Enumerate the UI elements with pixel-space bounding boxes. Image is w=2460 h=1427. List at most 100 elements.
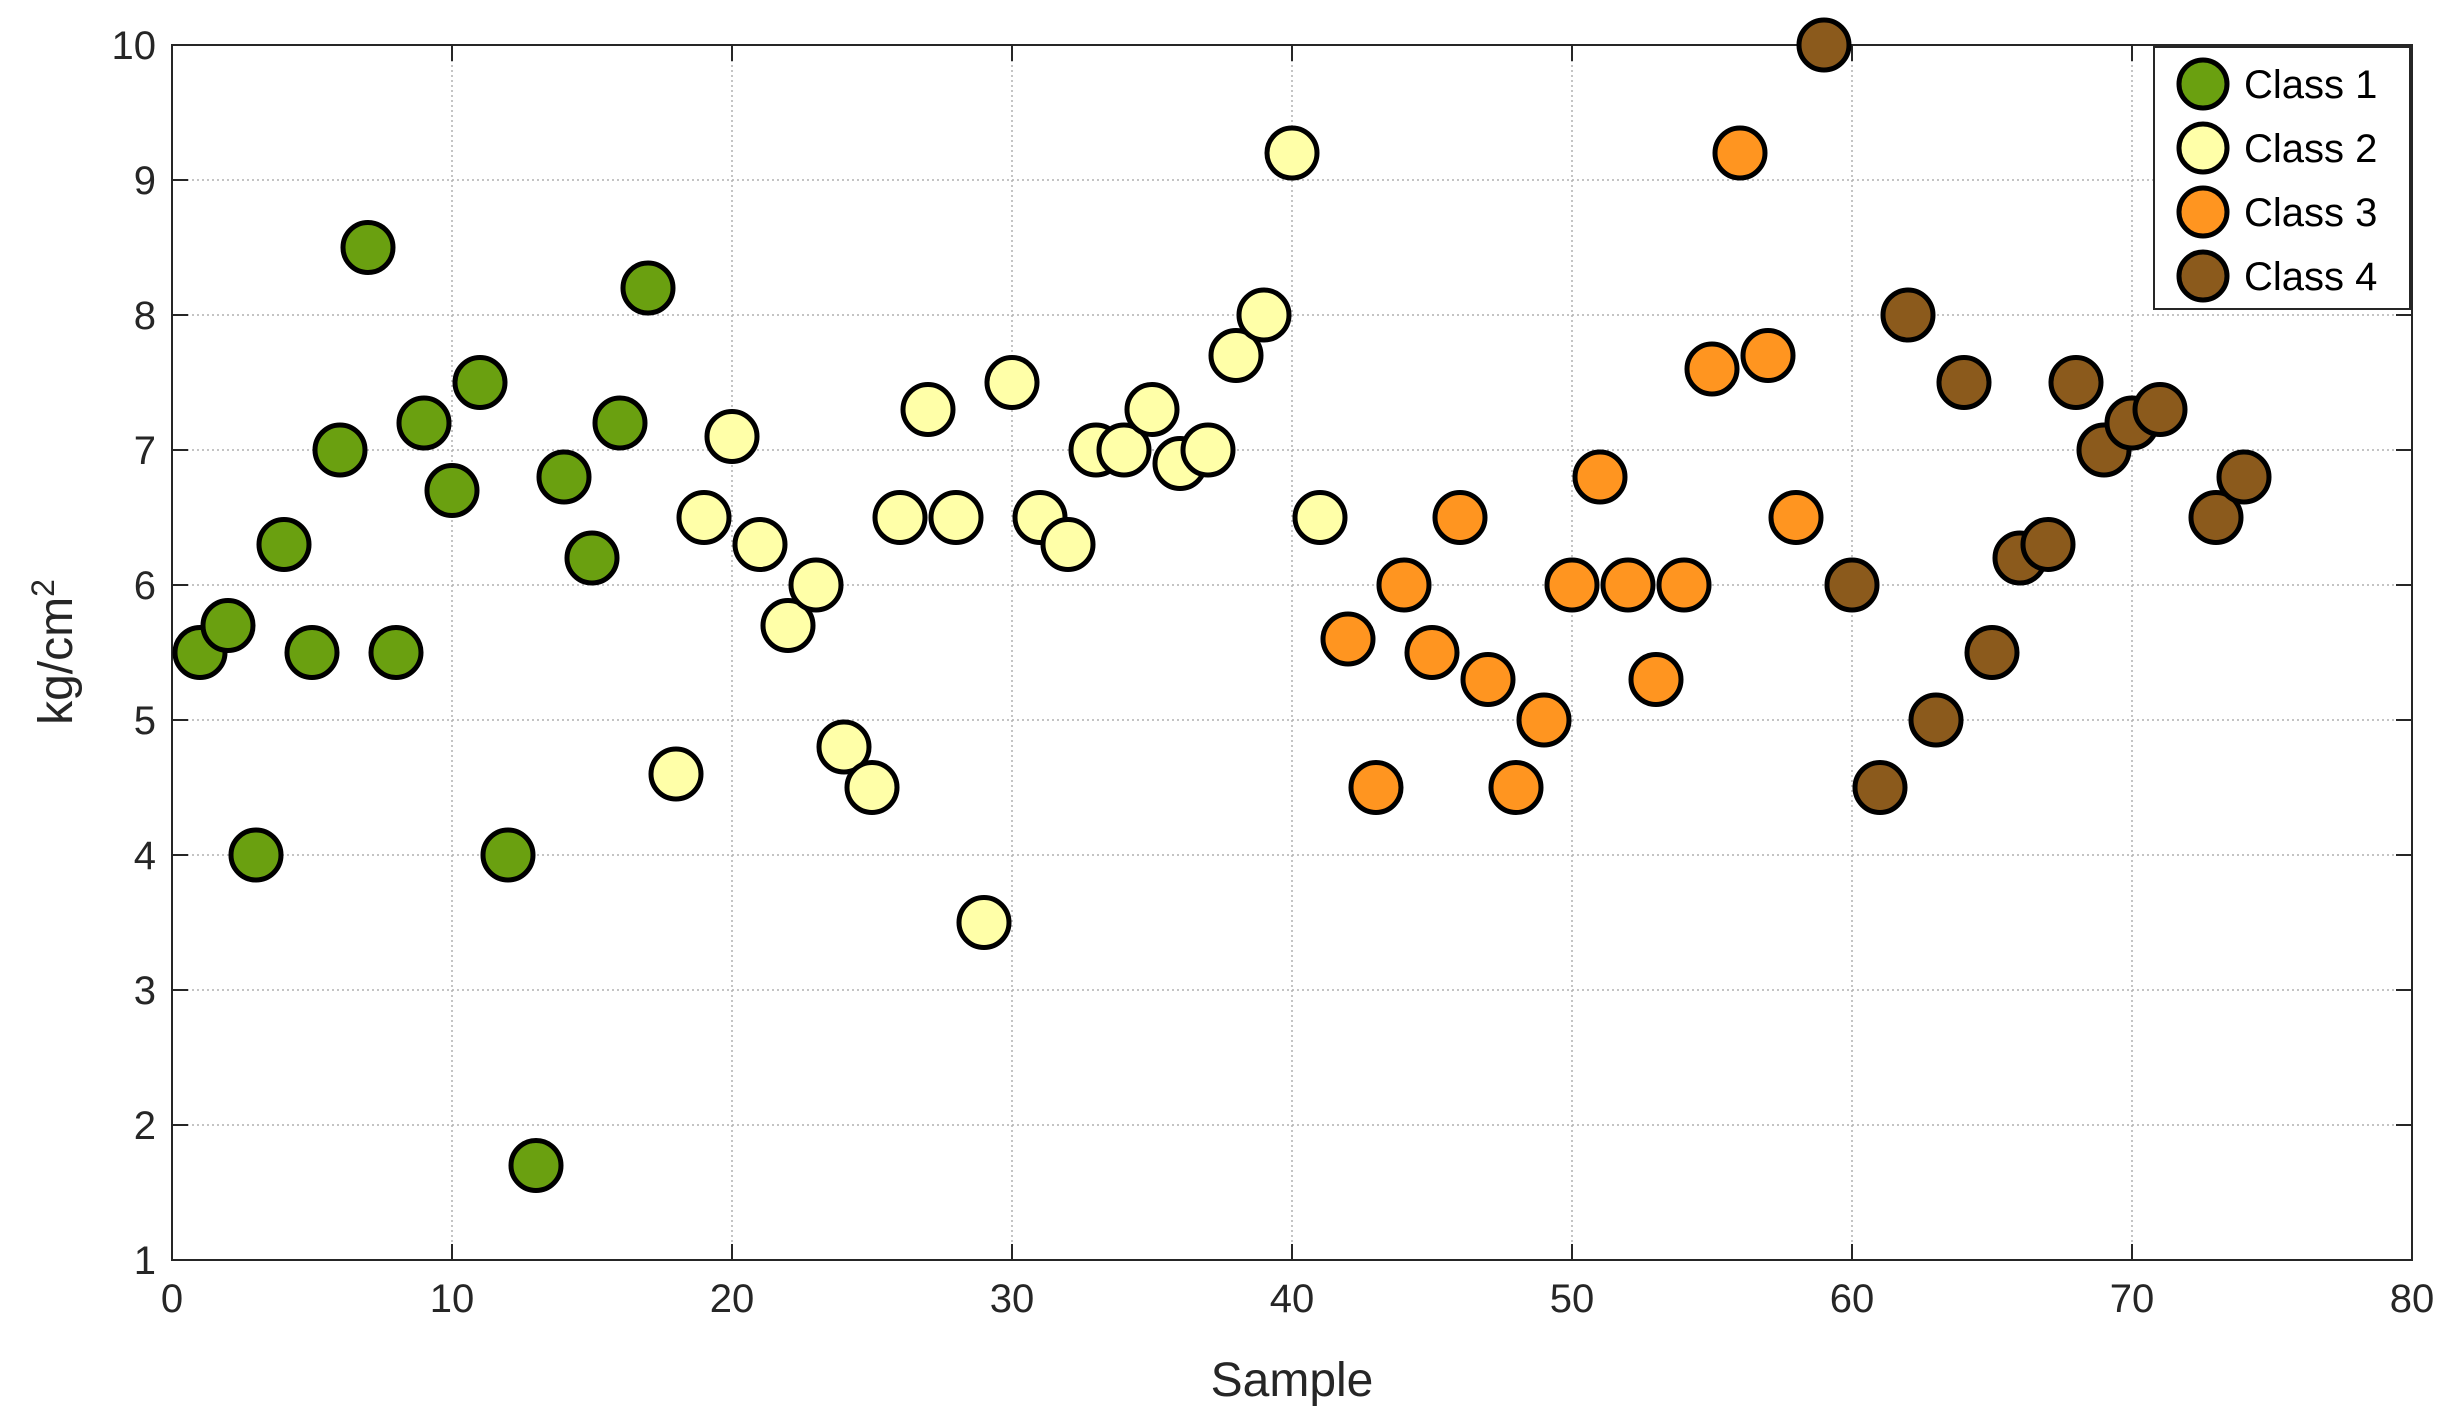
point-class-2 — [900, 382, 956, 437]
point-class-3 — [1544, 557, 1600, 613]
point-class-3 — [1628, 652, 1684, 707]
point-class-4 — [2132, 382, 2188, 437]
legend-marker-class-1 — [2176, 57, 2230, 111]
x-axis-ticks: 0 10 20 30 40 50 60 70 80 — [161, 45, 2434, 1321]
y-tick-label: 8 — [134, 294, 156, 338]
y-axis-ticks: 1 2 3 4 5 6 7 8 9 10 — [112, 24, 2412, 1283]
point-class-4 — [1824, 557, 1880, 613]
x-tick-label: 30 — [990, 1277, 1035, 1321]
point-class-2 — [1096, 422, 1152, 478]
legend-label-class-2: Class 2 — [2244, 127, 2377, 171]
point-class-1 — [228, 827, 284, 883]
x-tick-label: 80 — [2390, 1277, 2435, 1321]
point-class-2 — [704, 409, 760, 464]
y-tick-label: 10 — [112, 24, 157, 68]
point-class-2 — [760, 598, 816, 653]
point-class-2 — [984, 355, 1040, 410]
y-tick-label: 2 — [134, 1104, 156, 1148]
point-class-1 — [396, 395, 452, 451]
point-class-3 — [1320, 611, 1376, 667]
point-class-1 — [200, 598, 256, 653]
point-class-2 — [1236, 287, 1292, 343]
legend-marker-class-4 — [2176, 249, 2230, 303]
point-class-4 — [1936, 355, 1992, 410]
y-tick-label: 1 — [134, 1239, 156, 1283]
point-class-3 — [1572, 449, 1628, 505]
point-class-4 — [2020, 517, 2076, 572]
point-class-2 — [1180, 422, 1236, 478]
point-class-3 — [1656, 557, 1712, 613]
point-class-3 — [1348, 760, 1404, 815]
point-class-2 — [1040, 517, 1096, 572]
point-class-3 — [1740, 328, 1796, 383]
x-tick-label: 0 — [161, 1277, 183, 1321]
point-class-2 — [844, 760, 900, 815]
x-tick-label: 60 — [1830, 1277, 1875, 1321]
x-tick-label: 70 — [2110, 1277, 2155, 1321]
point-class-2 — [1264, 125, 1320, 181]
legend: Class 1 Class 2 Class 3 Class 4 — [2153, 46, 2411, 310]
x-tick-label: 50 — [1550, 1277, 1595, 1321]
point-class-1 — [256, 517, 312, 572]
x-tick-label: 10 — [430, 1277, 475, 1321]
point-class-3 — [1516, 692, 1572, 748]
point-class-4 — [1880, 287, 1936, 343]
y-tick-label: 5 — [134, 699, 156, 743]
point-class-4 — [1908, 692, 1964, 748]
point-class-2 — [676, 490, 732, 545]
x-axis-label: Sample — [1211, 1354, 1374, 1407]
plot-background — [172, 45, 2412, 1260]
x-tick-label: 20 — [710, 1277, 755, 1321]
point-class-2 — [816, 719, 872, 775]
y-axis-label-base: kg/cm — [30, 597, 83, 725]
y-axis-label: kg/cm2 — [25, 579, 83, 725]
point-class-3 — [1404, 625, 1460, 680]
point-class-4 — [1964, 625, 2020, 680]
y-tick-label: 3 — [134, 969, 156, 1013]
point-class-1 — [508, 1138, 564, 1193]
point-class-3 — [1600, 557, 1656, 613]
point-class-3 — [1376, 557, 1432, 613]
point-class-1 — [620, 260, 676, 316]
point-class-1 — [424, 463, 480, 518]
point-class-4 — [2188, 490, 2244, 545]
legend-label-class-4: Class 4 — [2244, 255, 2377, 299]
y-tick-label: 7 — [134, 429, 156, 473]
y-tick-label: 4 — [134, 834, 156, 878]
grid-lines — [172, 45, 2412, 1260]
point-class-2 — [648, 746, 704, 802]
point-class-4 — [2216, 449, 2272, 505]
point-class-2 — [732, 517, 788, 572]
legend-marker-class-2 — [2176, 121, 2230, 175]
point-class-2 — [1208, 328, 1264, 383]
point-class-3 — [1684, 341, 1740, 397]
y-tick-label: 9 — [134, 159, 156, 203]
data-points — [172, 17, 2272, 1193]
point-class-3 — [1432, 490, 1488, 545]
legend-label-class-3: Class 3 — [2244, 191, 2377, 235]
point-class-1 — [480, 827, 536, 883]
point-class-1 — [312, 422, 368, 478]
legend-marker-class-3 — [2176, 185, 2230, 239]
y-axis-label-superscript: 2 — [25, 579, 61, 597]
x-tick-label: 40 — [1270, 1277, 1315, 1321]
point-class-3 — [1712, 125, 1768, 181]
point-class-2 — [788, 557, 844, 613]
point-class-1 — [284, 625, 340, 680]
point-class-2 — [1124, 382, 1180, 437]
point-class-4 — [1796, 17, 1852, 73]
point-class-1 — [536, 449, 592, 505]
point-class-2 — [928, 490, 984, 545]
point-class-3 — [1460, 652, 1516, 707]
legend-label-class-1: Class 1 — [2244, 63, 2377, 107]
point-class-4 — [2048, 355, 2104, 410]
point-class-3 — [1768, 490, 1824, 545]
point-class-1 — [340, 220, 396, 275]
point-class-2 — [872, 490, 928, 545]
point-class-1 — [564, 530, 620, 586]
y-tick-label: 6 — [134, 564, 156, 608]
point-class-1 — [368, 625, 424, 680]
point-class-3 — [1488, 760, 1544, 815]
point-class-2 — [1292, 490, 1348, 545]
